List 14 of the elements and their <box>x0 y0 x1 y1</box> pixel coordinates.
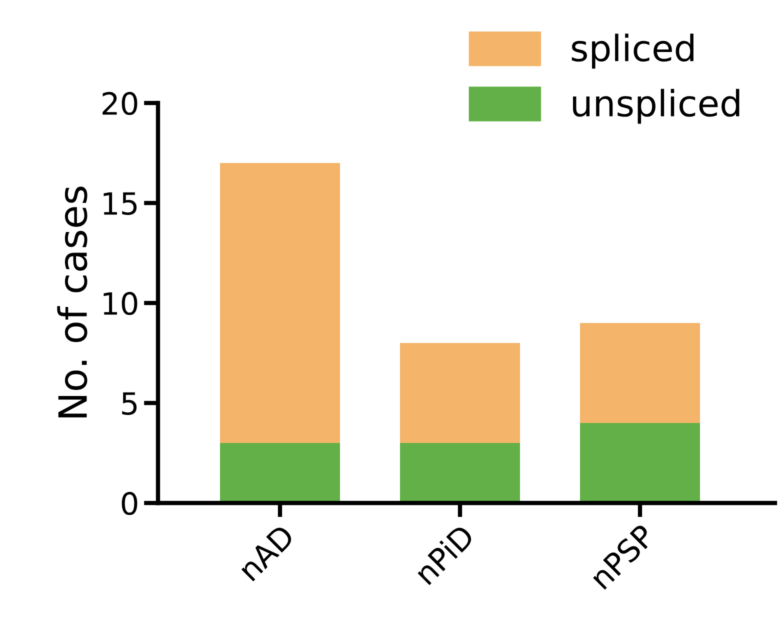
y-tick-label: 0 <box>122 492 138 516</box>
bar <box>220 163 340 443</box>
legend-label: unspliced <box>573 88 740 124</box>
y-tick-label: 10 <box>104 292 138 316</box>
bar <box>400 343 520 443</box>
y-tick-label: 20 <box>102 92 138 116</box>
y-tick-label: 15 <box>104 192 137 216</box>
y-tick-label: 5 <box>122 392 137 416</box>
bar <box>580 423 700 503</box>
bar <box>400 443 520 503</box>
bar <box>580 323 700 423</box>
legend-label: spliced <box>572 34 694 69</box>
y-axis-title: No. of cases <box>57 186 88 418</box>
bar <box>220 443 340 503</box>
